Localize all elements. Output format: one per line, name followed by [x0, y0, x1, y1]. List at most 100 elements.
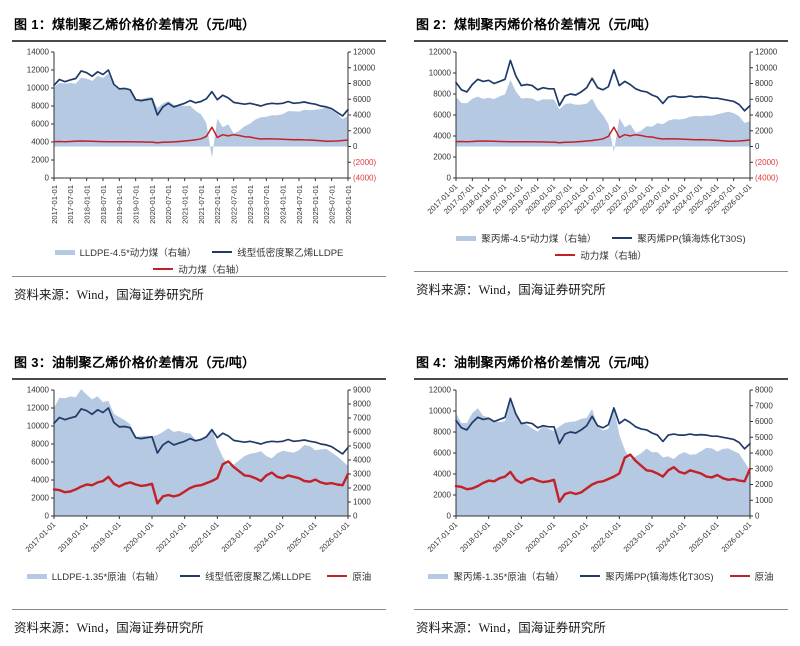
x-tick-label: 2019-01-01 — [115, 185, 124, 224]
x-tick-label: 2019-01-01 — [89, 520, 123, 554]
left-tick-label: 12000 — [429, 386, 452, 395]
left-tick-label: 10000 — [429, 407, 452, 416]
x-tick-label: 2025-07-01 — [327, 185, 336, 224]
chart-svg: 0 2000 4000 6000 8000 10000 12000 14000 (4000) (2… — [27, 48, 377, 224]
x-tick-label: 2019-01-01 — [491, 520, 525, 554]
left-tick-label: 14000 — [27, 48, 50, 57]
right-tick-label: (4000) — [755, 174, 778, 183]
figure-4-source: 资料来源：Wind，国海证券研究所 — [414, 609, 788, 640]
legend-line-swatch-icon — [212, 251, 233, 253]
line-series — [53, 407, 349, 455]
figure-3-title: 图 3：油制聚乙烯价格价差情况（元/吨） — [12, 348, 386, 380]
right-tick-label: 4000 — [755, 449, 773, 458]
chart-svg: 0 2000 4000 6000 8000 10000 12000 0 1000 2000 3000… — [426, 386, 774, 554]
right-tick-label: 6000 — [353, 95, 371, 104]
legend-item: 原油 — [729, 569, 774, 583]
left-tick-label: 12000 — [27, 66, 50, 75]
x-tick-label: 2022-01-01 — [213, 185, 222, 224]
right-tick-label: 4000 — [353, 111, 371, 120]
right-tick-label: 0 — [755, 142, 760, 151]
right-tick-label: 0 — [353, 512, 358, 521]
legend-line-swatch-icon — [580, 575, 601, 577]
left-tick-label: 4000 — [31, 138, 49, 147]
x-tick-label: 2022-01-01 — [187, 520, 221, 554]
x-tick-label: 2023-07-01 — [262, 185, 271, 224]
x-tick-label: 2023-01-01 — [246, 185, 255, 224]
x-tick-label: 2017-07-01 — [66, 185, 75, 224]
x-tick-label: 2026-01-01 — [318, 520, 352, 554]
legend-label: 线型低密度聚乙烯LLDPE — [205, 572, 312, 583]
right-tick-label: 8000 — [353, 79, 371, 88]
left-tick-label: 10000 — [429, 69, 452, 78]
x-tick-label: 2022-07-01 — [229, 185, 238, 224]
legend-item: 聚丙烯PP(镇海炼化T30S) — [580, 569, 714, 583]
line-series — [455, 126, 751, 144]
x-tick-label: 2023-01-01 — [622, 520, 656, 554]
line-series — [53, 69, 349, 117]
right-tick-label: (2000) — [755, 158, 778, 167]
x-tick-label: 2020-07-01 — [164, 185, 173, 224]
left-tick-label: 6000 — [433, 111, 451, 120]
x-tick-label: 2018-01-01 — [458, 520, 492, 554]
chart-svg: 0 2000 4000 6000 8000 10000 12000 14000 0 1000 200… — [24, 386, 372, 554]
x-tick-label: 2021-01-01 — [180, 185, 189, 224]
legend-label: 动力煤（右轴） — [178, 265, 245, 276]
x-tick-label: 2018-01-01 — [82, 185, 91, 224]
legend-line-swatch-icon — [327, 575, 348, 577]
right-tick-label: 4000 — [755, 111, 773, 120]
left-tick-label: 8000 — [31, 440, 49, 449]
left-tick-label: 0 — [45, 174, 50, 183]
x-tick-label: 2019-07-01 — [131, 185, 140, 224]
legend-item: 原油 — [327, 569, 371, 583]
left-tick-label: 2000 — [31, 494, 49, 503]
right-tick-label: 1000 — [353, 498, 371, 507]
figure-2-legend: 聚丙烯-4.5*动力煤（右轴） 聚丙烯PP(镇海炼化T30S) 动力煤（右轴） — [414, 231, 788, 262]
right-tick-label: 8000 — [755, 79, 773, 88]
right-tick-label: 8000 — [755, 386, 773, 395]
right-tick-label: 3000 — [353, 470, 371, 479]
x-tick-label: 2018-01-01 — [56, 520, 90, 554]
x-tick-label: 2018-07-01 — [99, 185, 108, 224]
legend-row: LLDPE-4.5*动力煤（右轴） 线型低密度聚乙烯LLDPE — [54, 245, 343, 259]
legend-label: 原油 — [754, 572, 774, 583]
legend-row: 动力煤（右轴） — [153, 262, 245, 276]
legend-area-swatch-icon — [26, 573, 47, 579]
right-tick-label: 6000 — [755, 95, 773, 104]
x-tick-label: 2017-01-01 — [50, 185, 59, 224]
left-tick-label: 0 — [447, 512, 452, 521]
legend-item: LLDPE-1.35*原油（右轴） — [26, 569, 164, 583]
figure-2-chart: 0 2000 4000 6000 8000 10000 12000 (4000) (2000) 0… — [414, 44, 788, 231]
legend-row: 聚丙烯-4.5*动力煤（右轴） 聚丙烯PP(镇海炼化T30S) — [456, 231, 746, 245]
x-tick-label: 2021-01-01 — [154, 520, 188, 554]
x-tick-label: 2023-01-01 — [220, 520, 254, 554]
right-tick-label: (4000) — [353, 174, 376, 183]
legend-label: 聚丙烯-1.35*原油（右轴） — [453, 572, 565, 583]
left-tick-label: 6000 — [31, 458, 49, 467]
legend-item: 线型低密度聚乙烯LLDPE — [180, 569, 311, 583]
left-tick-label: 6000 — [31, 120, 49, 129]
figure-1-source: 资料来源：Wind，国海证券研究所 — [12, 276, 386, 307]
left-tick-label: 2000 — [433, 153, 451, 162]
left-tick-label: 6000 — [433, 449, 451, 458]
left-tick-label: 14000 — [27, 386, 50, 395]
x-tick-label: 2026-01-01 — [720, 520, 754, 554]
right-tick-label: 2000 — [755, 126, 773, 135]
left-tick-label: 4000 — [433, 132, 451, 141]
line-series — [454, 453, 752, 504]
x-tick-label: 2020-01-01 — [122, 520, 156, 554]
legend-label: 聚丙烯-4.5*动力煤（右轴） — [481, 234, 597, 245]
x-tick-label: 2021-01-01 — [556, 520, 590, 554]
area-series — [54, 73, 348, 158]
legend-line-swatch-icon — [612, 237, 633, 239]
x-tick-label: 2024-01-01 — [278, 185, 287, 224]
x-tick-label: 2024-01-01 — [654, 520, 688, 554]
legend-area-swatch-icon — [456, 235, 477, 241]
left-tick-label: 4000 — [31, 476, 49, 485]
legend-row: LLDPE-1.35*原油（右轴） 线型低密度聚乙烯LLDPE 原油 — [26, 569, 371, 583]
legend-line-swatch-icon — [729, 575, 750, 577]
left-tick-label: 8000 — [433, 428, 451, 437]
figure-4-title: 图 4：油制聚丙烯价格价差情况（元/吨） — [414, 348, 788, 380]
figure-2-source: 资料来源：Wind，国海证券研究所 — [414, 271, 788, 302]
x-tick-label: 2020-01-01 — [524, 520, 558, 554]
